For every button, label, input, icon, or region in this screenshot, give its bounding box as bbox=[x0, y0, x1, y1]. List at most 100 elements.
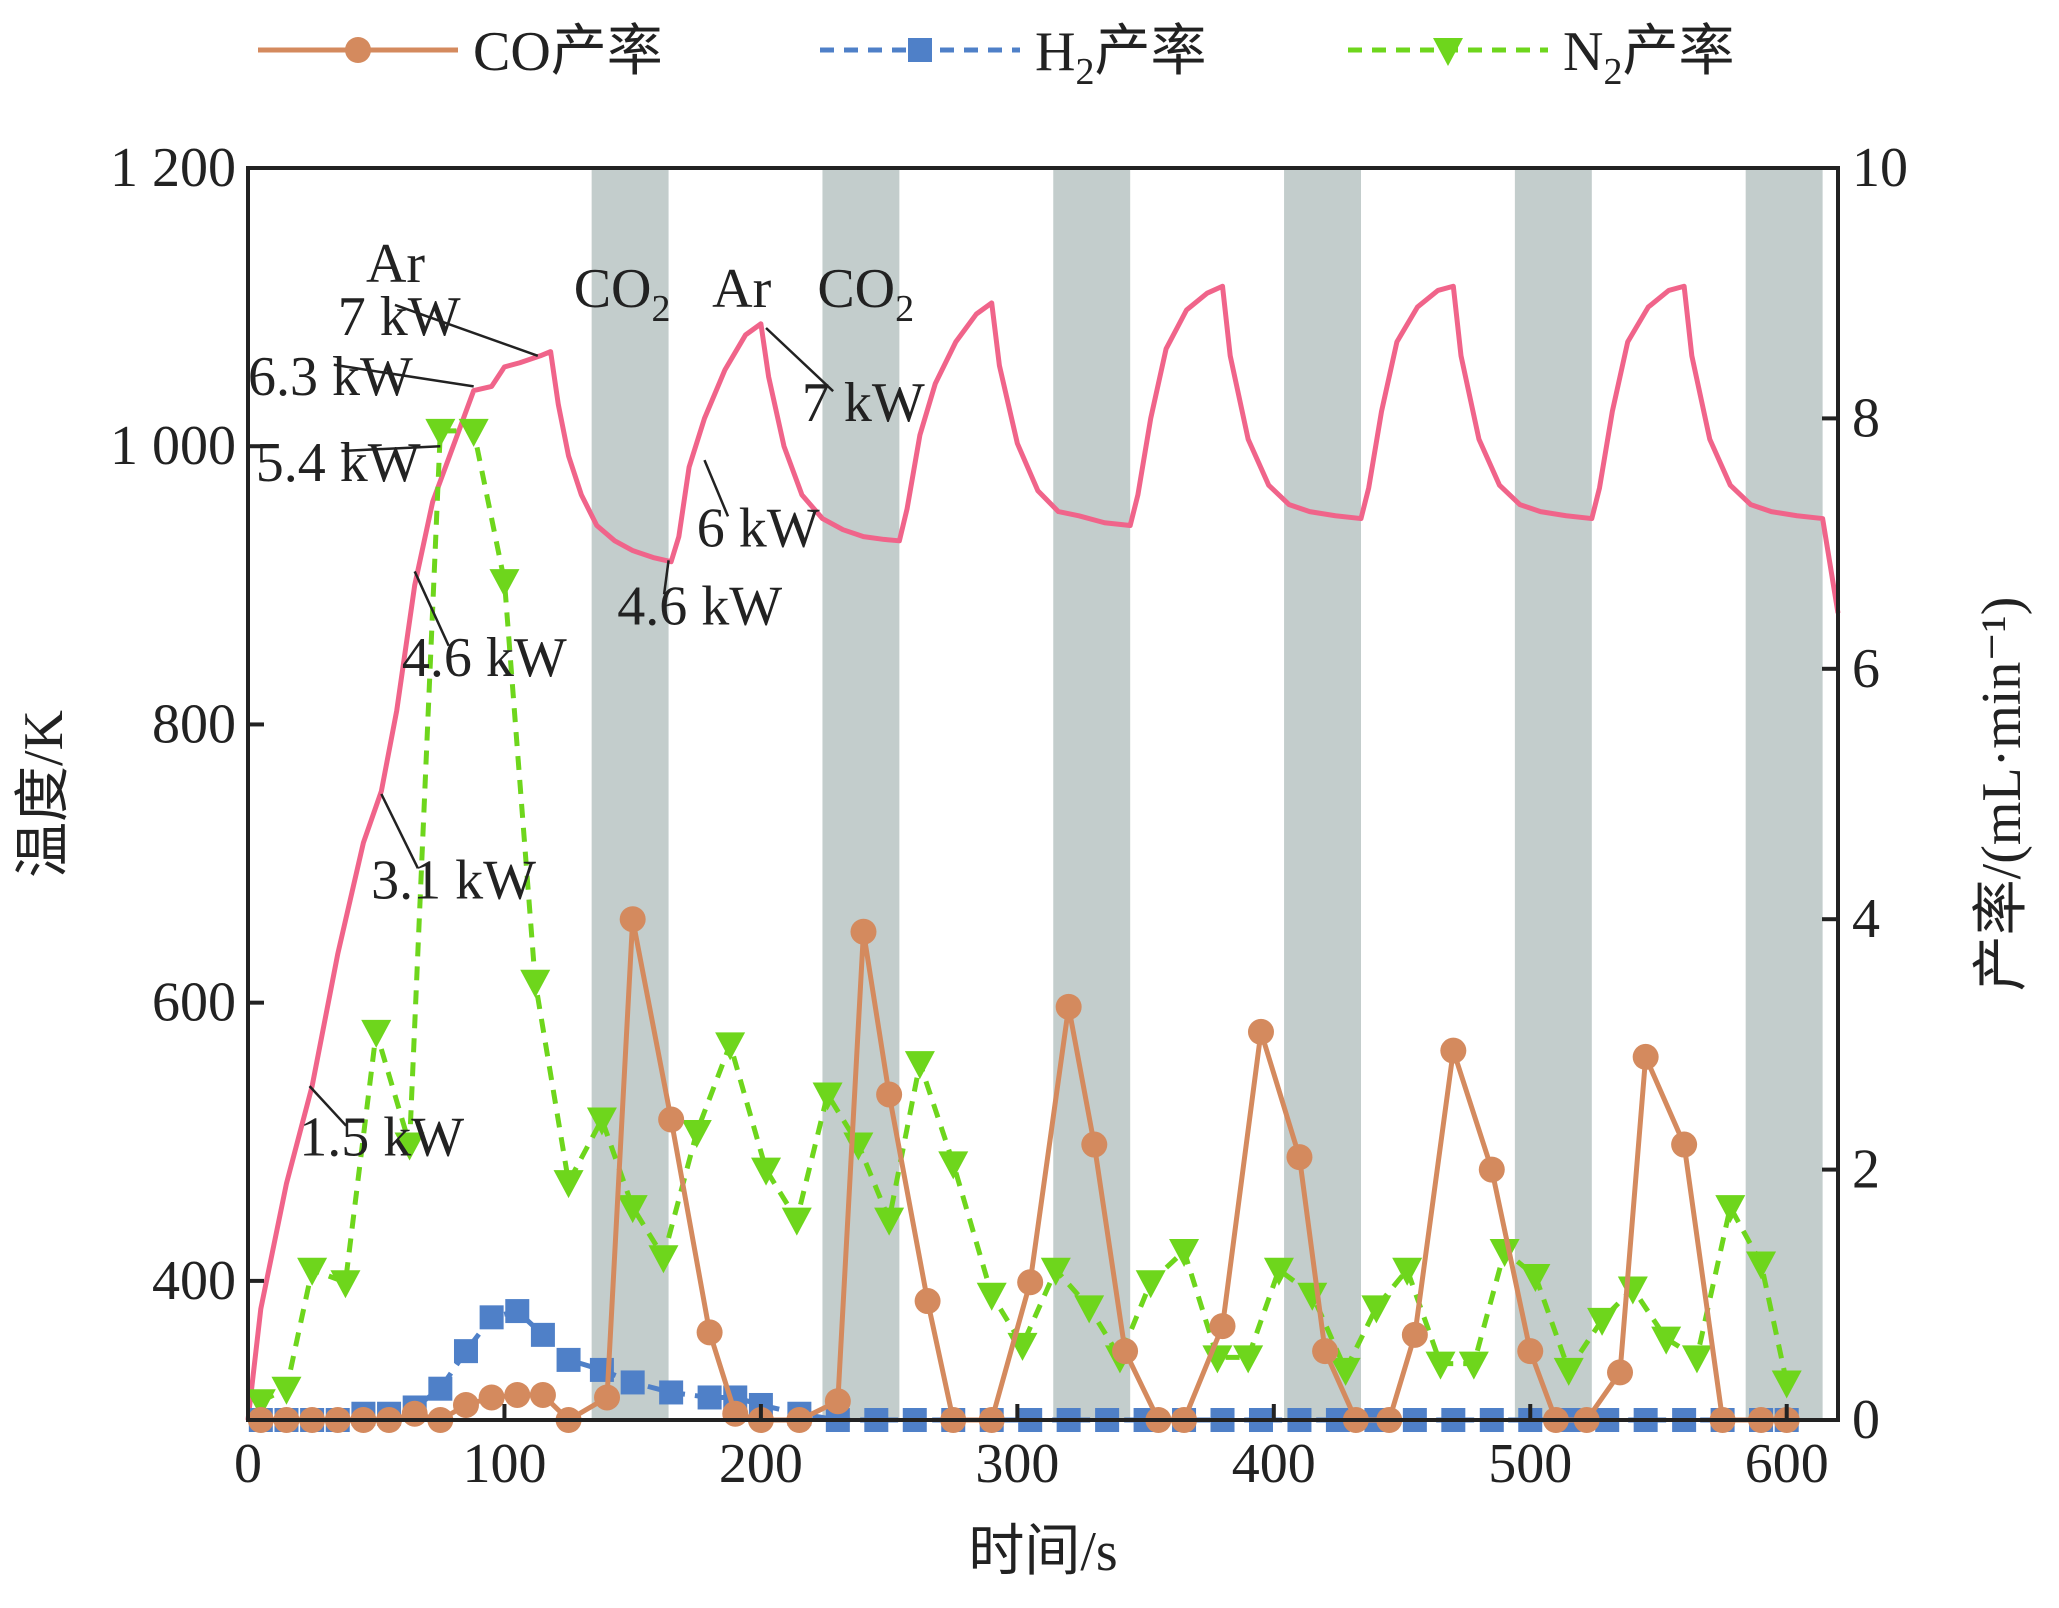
series-point bbox=[1312, 1338, 1339, 1365]
series-point bbox=[529, 1381, 556, 1408]
series-point bbox=[1040, 1257, 1071, 1286]
legend-swatch-marker bbox=[1433, 38, 1463, 66]
series-point bbox=[850, 918, 877, 945]
annotation-leader bbox=[394, 303, 539, 357]
series-point bbox=[458, 418, 489, 447]
series-point bbox=[1081, 1131, 1108, 1158]
series-point bbox=[361, 1019, 392, 1048]
series-point bbox=[271, 1376, 302, 1405]
series-point bbox=[1135, 1270, 1166, 1299]
x-tick-label: 100 bbox=[462, 1433, 546, 1495]
y-right-tick-label: 0 bbox=[1852, 1389, 1880, 1451]
series-point bbox=[428, 1376, 453, 1401]
temperature-line bbox=[245, 283, 1841, 1421]
annotation-leader bbox=[765, 327, 834, 393]
axis-ticks: 0 100 200 300 400 500 600 400 600 800 1 000 1 200 0 2… bbox=[110, 137, 1908, 1495]
power-annotation: 6 kW bbox=[697, 497, 820, 559]
series-point bbox=[1489, 1238, 1520, 1267]
series-point bbox=[1458, 1351, 1489, 1380]
series-point bbox=[751, 1157, 782, 1186]
series-point bbox=[1169, 1238, 1200, 1267]
series-point bbox=[394, 1132, 425, 1161]
y-left-axis-title: 温度/K bbox=[13, 710, 75, 878]
legend-item: H2产率 bbox=[820, 21, 1206, 93]
series-point bbox=[1233, 1345, 1264, 1374]
series-point bbox=[715, 1032, 746, 1061]
y-right-tick-label: 10 bbox=[1852, 137, 1908, 199]
series-point bbox=[489, 569, 520, 598]
legend-item: N2产率 bbox=[1348, 21, 1734, 93]
series-point bbox=[976, 1282, 1007, 1311]
annotation-leader bbox=[308, 1085, 348, 1127]
series-point bbox=[1520, 1264, 1551, 1293]
series-point bbox=[553, 1170, 584, 1199]
legend-label: CO产率 bbox=[473, 21, 663, 83]
series-point bbox=[1478, 1156, 1505, 1183]
series-point bbox=[904, 1051, 935, 1080]
series-point bbox=[1112, 1338, 1139, 1365]
series-point bbox=[722, 1400, 749, 1427]
series-point bbox=[617, 1195, 648, 1224]
co2-interval-shade bbox=[1053, 168, 1131, 1420]
temperature-layer bbox=[245, 283, 1841, 1421]
series-point bbox=[594, 1384, 621, 1411]
series-point bbox=[1671, 1131, 1698, 1158]
x-tick-label: 500 bbox=[1488, 1433, 1572, 1495]
power-annotation: 6.3 kW bbox=[248, 346, 413, 408]
series-point bbox=[520, 969, 551, 998]
power-annotation: 1.5 kW bbox=[299, 1107, 464, 1169]
series-point bbox=[697, 1385, 722, 1410]
x-axis-title: 时间/s bbox=[968, 1521, 1117, 1583]
series-point bbox=[1247, 1018, 1274, 1045]
legend-swatch-marker bbox=[908, 38, 932, 62]
y-left-tick-label: 400 bbox=[152, 1250, 236, 1312]
series-2 bbox=[245, 418, 1802, 1418]
series-point bbox=[479, 1305, 504, 1330]
co2-interval-shade bbox=[591, 168, 669, 1420]
power-annotation: 5.4 kW bbox=[256, 432, 421, 494]
plot-frame bbox=[246, 166, 1840, 1422]
series-point bbox=[1017, 1269, 1044, 1296]
series-point bbox=[330, 1270, 361, 1299]
series-point bbox=[658, 1106, 685, 1133]
gas-label: Ar bbox=[712, 258, 771, 320]
legend-label: H2产率 bbox=[1035, 21, 1206, 93]
co2-interval-shade bbox=[1514, 168, 1592, 1420]
series-point bbox=[1651, 1326, 1682, 1355]
legend: CO产率 H2产率 N2产率 bbox=[258, 21, 1734, 93]
y-left-tick-label: 1 000 bbox=[110, 415, 236, 477]
power-annotation: 4.6 kW bbox=[402, 627, 567, 689]
x-tick-label: 200 bbox=[719, 1433, 803, 1495]
series-point bbox=[1263, 1257, 1294, 1286]
y-left-tick-label: 1 200 bbox=[110, 137, 236, 199]
x-tick-label: 600 bbox=[1745, 1433, 1829, 1495]
series-point bbox=[874, 1207, 905, 1236]
gas-label: Ar bbox=[366, 233, 425, 295]
series-point bbox=[696, 1319, 723, 1346]
x-tick-label: 300 bbox=[975, 1433, 1059, 1495]
series-point bbox=[452, 1391, 479, 1418]
gas-label: CO2 bbox=[817, 258, 914, 330]
series-point bbox=[586, 1107, 617, 1136]
co2-interval-shade bbox=[1284, 168, 1361, 1420]
series-point bbox=[659, 1380, 684, 1405]
series-point bbox=[1392, 1257, 1423, 1286]
series-point bbox=[1771, 1370, 1802, 1399]
series-point bbox=[620, 1370, 645, 1395]
co2-interval-shade bbox=[1745, 168, 1823, 1420]
series-point bbox=[781, 1207, 812, 1236]
series-point bbox=[1425, 1351, 1456, 1380]
series-point bbox=[812, 1082, 843, 1111]
series-point bbox=[648, 1245, 679, 1274]
y-left-tick-label: 600 bbox=[152, 972, 236, 1034]
series-point bbox=[1607, 1359, 1634, 1386]
series-point bbox=[530, 1322, 555, 1347]
series-point bbox=[1055, 993, 1082, 1020]
series-point bbox=[1286, 1144, 1313, 1171]
series-point bbox=[1074, 1295, 1105, 1324]
gas-label-subscript: 2 bbox=[895, 288, 914, 330]
annotation-leader bbox=[333, 363, 474, 388]
series-point bbox=[297, 1257, 328, 1286]
series-point bbox=[505, 1299, 530, 1324]
